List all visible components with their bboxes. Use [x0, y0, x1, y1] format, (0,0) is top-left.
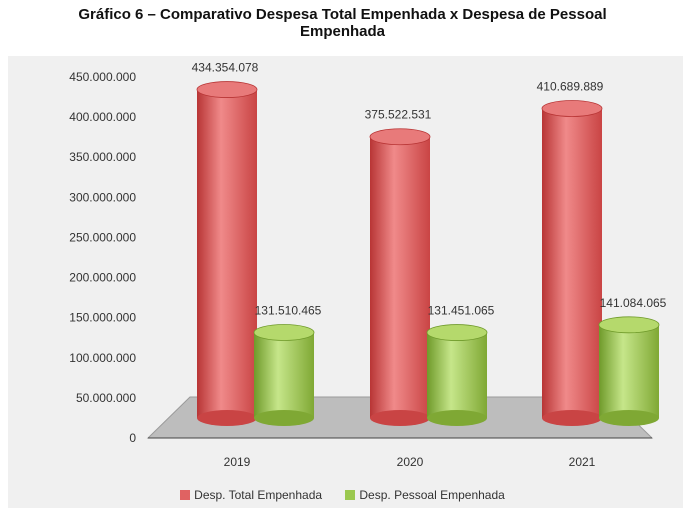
bar: [254, 332, 314, 418]
legend-item-total: Desp. Total Empenhada: [180, 488, 322, 502]
bar-top: [541, 100, 603, 117]
y-tick-label: 300.000.000: [69, 190, 136, 204]
bar-top: [369, 128, 431, 146]
bar-base: [542, 410, 602, 426]
bar-base: [427, 410, 487, 426]
y-tick-label: 100.000.000: [69, 351, 136, 365]
bar-top: [253, 324, 315, 341]
chart-title-line1: Gráfico 6 – Comparativo Despesa Total Em…: [78, 6, 607, 23]
bar-top: [598, 316, 660, 334]
chart-title: Gráfico 6 – Comparativo Despesa Total Em…: [0, 6, 685, 40]
legend-item-pessoal: Desp. Pessoal Empenhada: [345, 488, 505, 502]
bar: [370, 136, 430, 418]
data-label: 410.689.889: [537, 80, 604, 94]
bar: [599, 324, 659, 418]
bar-top: [196, 81, 258, 98]
y-tick-label: 0: [129, 431, 136, 445]
data-label: 141.084.065: [600, 296, 667, 310]
legend: Desp. Total Empenhada Desp. Pessoal Empe…: [0, 488, 685, 502]
x-tick-label: 2019: [224, 455, 251, 469]
y-tick-label: 400.000.000: [69, 110, 136, 124]
legend-swatch-total: [180, 490, 191, 500]
legend-label-total: Desp. Total Empenhada: [194, 488, 323, 502]
bar: [427, 332, 487, 418]
y-tick-label: 150.000.000: [69, 311, 136, 325]
data-label: 434.354.078: [192, 61, 259, 75]
y-tick-label: 250.000.000: [69, 230, 136, 244]
data-label: 131.451.065: [428, 304, 495, 318]
legend-swatch-pessoal: [345, 490, 356, 500]
legend-label-pessoal: Desp. Pessoal Empenhada: [359, 488, 505, 502]
bar-base: [599, 410, 659, 426]
bar-base: [254, 410, 314, 426]
bar-top: [426, 324, 488, 341]
bar: [197, 89, 257, 418]
y-tick-label: 50.000.000: [76, 391, 136, 405]
data-label: 375.522.531: [365, 108, 432, 122]
y-tick-label: 200.000.000: [69, 271, 136, 285]
bar-base: [370, 410, 430, 426]
chart-title-line2: Empenhada: [299, 23, 386, 40]
x-tick-label: 2021: [569, 455, 596, 469]
y-tick-label: 450.000.000: [69, 70, 136, 84]
x-tick-label: 2020: [397, 455, 424, 469]
y-tick-label: 350.000.000: [69, 150, 136, 164]
data-label: 131.510.465: [255, 303, 322, 317]
bar-base: [197, 410, 257, 426]
bar: [542, 108, 602, 418]
